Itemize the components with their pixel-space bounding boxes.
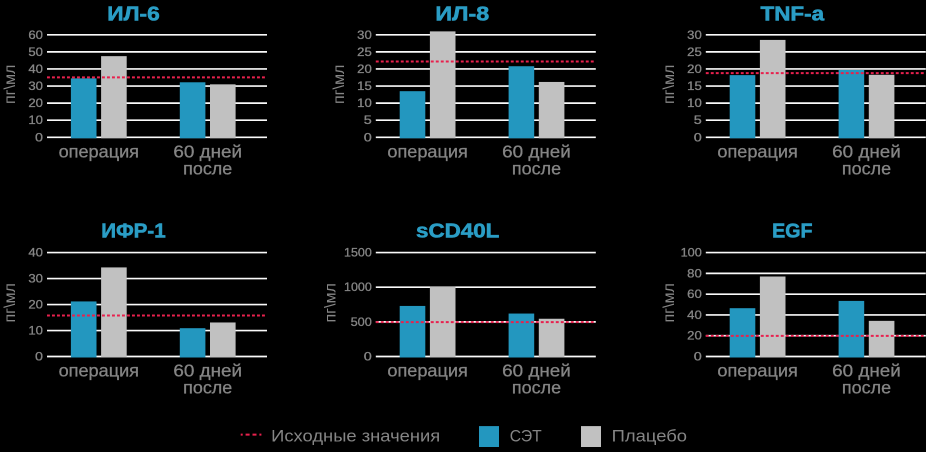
svg-text:20: 20 (28, 300, 43, 312)
svg-text:60 дней: 60 дней (832, 142, 901, 162)
svg-text:10: 10 (28, 326, 43, 338)
svg-text:операция: операция (717, 361, 797, 381)
svg-text:60: 60 (687, 289, 702, 301)
svg-text:0: 0 (35, 132, 43, 144)
svg-text:ИЛ-8: ИЛ-8 (435, 4, 489, 26)
svg-text:после: после (183, 378, 232, 398)
svg-text:20: 20 (357, 64, 372, 76)
svg-text:0: 0 (694, 352, 702, 364)
svg-text:пг\мл: пг\мл (661, 65, 678, 105)
svg-text:60 дней: 60 дней (832, 361, 901, 381)
svg-text:операция: операция (387, 361, 467, 381)
svg-text:40: 40 (687, 310, 702, 322)
svg-text:пг\мл: пг\мл (331, 65, 348, 105)
svg-text:20: 20 (28, 98, 43, 110)
svg-text:операция: операция (59, 361, 139, 381)
svg-text:после: после (512, 159, 561, 179)
svg-text:1000: 1000 (344, 282, 372, 294)
svg-text:30: 30 (28, 274, 43, 286)
svg-text:60 дней: 60 дней (502, 361, 571, 381)
svg-text:40: 40 (28, 248, 43, 260)
svg-text:30: 30 (357, 30, 372, 42)
svg-text:Плацебо: Плацебо (612, 427, 687, 446)
svg-text:TNF-a: TNF-a (761, 4, 826, 26)
svg-text:операция: операция (717, 142, 797, 162)
svg-text:0: 0 (364, 132, 372, 144)
svg-text:30: 30 (28, 81, 43, 93)
svg-text:25: 25 (357, 47, 372, 59)
svg-text:после: после (183, 159, 232, 179)
svg-text:60: 60 (28, 30, 43, 42)
svg-text:5: 5 (364, 115, 372, 127)
svg-text:100: 100 (681, 248, 702, 260)
svg-text:60 дней: 60 дней (173, 361, 242, 381)
svg-text:после: после (512, 378, 561, 398)
svg-text:пг\мл: пг\мл (661, 283, 678, 323)
svg-text:операция: операция (387, 142, 467, 162)
svg-text:пг\мл: пг\мл (2, 65, 19, 105)
svg-text:10: 10 (28, 115, 43, 127)
svg-text:60 дней: 60 дней (173, 142, 242, 162)
svg-text:0: 0 (364, 352, 372, 364)
svg-text:25: 25 (687, 47, 702, 59)
svg-text:пг\мл: пг\мл (323, 283, 340, 323)
svg-text:500: 500 (351, 317, 372, 329)
svg-text:30: 30 (687, 30, 702, 42)
svg-text:60 дней: 60 дней (502, 142, 571, 162)
svg-text:15: 15 (357, 81, 372, 93)
svg-text:10: 10 (687, 98, 702, 110)
svg-text:после: после (842, 159, 891, 179)
svg-text:50: 50 (28, 47, 43, 59)
svg-text:20: 20 (687, 64, 702, 76)
svg-text:СЭТ: СЭТ (510, 427, 542, 446)
svg-text:20: 20 (687, 331, 702, 343)
svg-text:1500: 1500 (344, 248, 372, 260)
svg-text:Исходные значения: Исходные значения (271, 427, 440, 446)
svg-text:операция: операция (59, 142, 139, 162)
svg-text:10: 10 (357, 98, 372, 110)
svg-text:0: 0 (694, 132, 702, 144)
svg-text:ИФР-1: ИФР-1 (101, 221, 165, 243)
svg-text:80: 80 (687, 268, 702, 280)
svg-text:ИЛ-6: ИЛ-6 (107, 4, 159, 26)
svg-text:40: 40 (28, 64, 43, 76)
svg-text:0: 0 (35, 352, 43, 364)
svg-text:15: 15 (687, 81, 702, 93)
svg-text:пг\мл: пг\мл (2, 283, 19, 323)
svg-text:sCD40L: sCD40L (416, 221, 499, 243)
svg-text:5: 5 (694, 115, 702, 127)
svg-text:EGF: EGF (772, 221, 812, 243)
svg-text:после: после (842, 378, 891, 398)
